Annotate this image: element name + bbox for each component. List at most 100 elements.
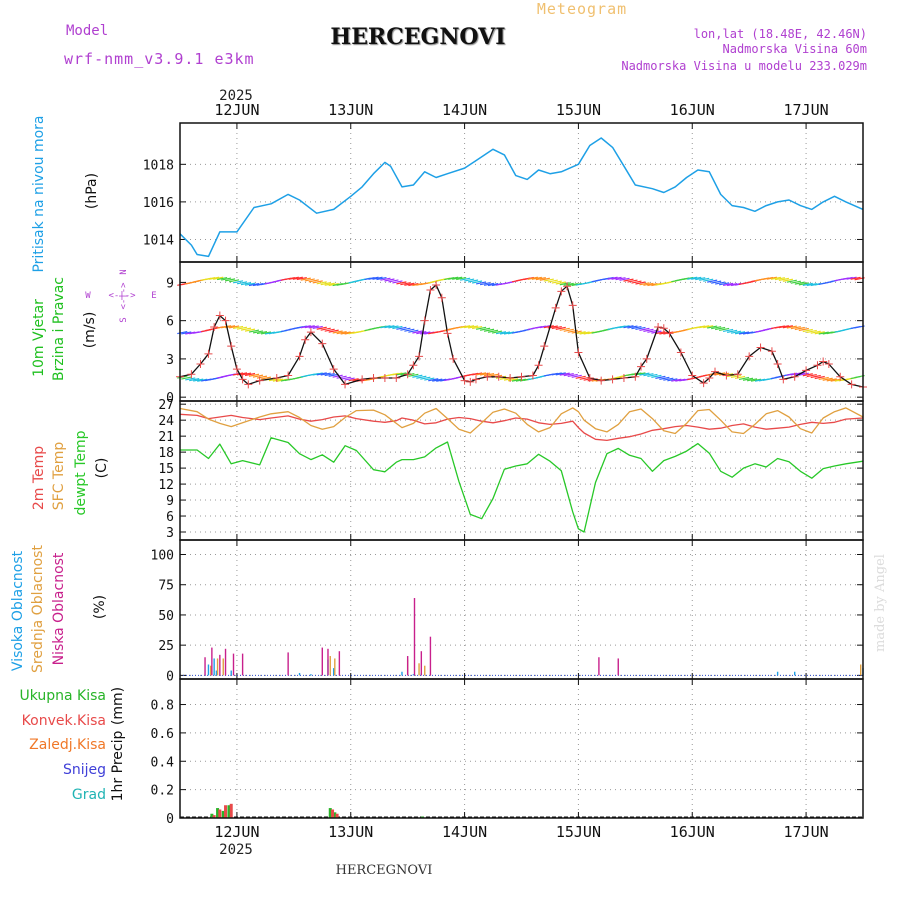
wind-speed-marker	[619, 374, 628, 383]
temp-title-sfc: SFC Temp	[51, 442, 67, 511]
wind-compass: N <-|-> S W <-|-> E	[85, 269, 156, 322]
wind-direction-arrow	[312, 280, 323, 284]
wind-speed-marker	[745, 352, 754, 361]
precip-conv-bar	[218, 809, 222, 818]
wind-direction-arrow	[380, 325, 391, 329]
wind-direction-arrow	[635, 326, 646, 331]
wind-direction-arrow	[487, 373, 499, 377]
wind-direction-arrow	[730, 374, 742, 379]
temperature-ytick-label: 6	[166, 510, 174, 525]
precip-total-bar	[221, 810, 225, 818]
wind-speed-marker	[790, 372, 799, 381]
wind-speed-marker	[306, 328, 315, 337]
wind-speed-marker	[563, 282, 572, 291]
product-label: Meteogram	[537, 0, 627, 18]
wind-direction-arrow	[372, 276, 383, 280]
wind-direction-arrow	[424, 377, 435, 381]
wind-direction-arrow	[782, 325, 793, 329]
precip-total-bar	[227, 805, 231, 818]
wind-direction-arrow	[276, 378, 287, 382]
wind-direction-arrow	[244, 328, 256, 332]
wind-speed-marker	[711, 367, 720, 376]
wind-direction-arrow	[563, 328, 574, 332]
wind-direction-arrow	[575, 375, 586, 379]
wind-direction-arrow	[559, 282, 570, 286]
wind-direction-arrow	[181, 331, 192, 335]
cloud-ytick-label: 100	[151, 549, 174, 564]
wind-direction-arrow	[177, 330, 188, 335]
wind-direction-arrow	[448, 276, 459, 280]
wind-speed-marker	[631, 372, 640, 381]
wind-direction-arrow	[248, 373, 260, 377]
wind-direction-arrow	[663, 377, 674, 381]
wind-speed-marker	[847, 380, 856, 389]
wind-direction-arrow	[746, 378, 758, 382]
wind-direction-arrow	[495, 331, 507, 335]
wind-direction-arrow	[707, 279, 718, 283]
wind-direction-arrow	[631, 280, 642, 284]
x-tick-label-top: 13JUN	[328, 101, 373, 119]
wind-speed-marker	[204, 349, 213, 358]
wind-direction-arrow	[719, 327, 730, 332]
model-label: Model	[66, 23, 108, 39]
wind-direction-arrow	[236, 372, 248, 376]
precip-conv-bar	[212, 815, 216, 818]
wind-direction-arrow	[826, 378, 837, 382]
wind-direction-arrow	[475, 372, 487, 376]
wind-direction-arrow	[432, 378, 443, 382]
wind-direction-arrow	[806, 282, 817, 287]
wind-speed-marker	[551, 303, 560, 312]
wind-speed-marker	[654, 323, 663, 332]
wind-direction-arrow	[699, 277, 710, 281]
cloud-title-low: Niska Oblacnost	[51, 552, 67, 665]
wind-direction-arrow	[252, 374, 264, 378]
year-bottom: 2025	[219, 842, 253, 858]
precip-total-bar	[210, 813, 214, 818]
wind-direction-arrow	[240, 327, 252, 331]
pressure-title: Pritisak na nivou mora	[31, 115, 47, 272]
wind-direction-arrow	[543, 278, 554, 282]
wind-direction-arrow	[483, 373, 495, 377]
wind-speed-marker	[506, 374, 515, 383]
wind-direction-arrow	[452, 276, 463, 280]
wind-direction-arrow	[567, 282, 578, 287]
precip-legend-conv: Konvek.Kisa	[22, 713, 106, 729]
wind-direction-arrow	[316, 281, 327, 285]
wind-speed-marker	[824, 360, 833, 369]
footer-title: HERCEGNOVI	[336, 863, 433, 878]
wind-speed-marker	[187, 370, 196, 379]
wind-direction-arrow	[304, 278, 315, 282]
wind-direction-arrow	[396, 326, 407, 330]
wind-direction-arrow	[790, 372, 801, 376]
pressure-unit: (hPa)	[84, 173, 100, 209]
wind-direction-arrow	[551, 280, 562, 284]
wind-direction-arrow	[324, 282, 335, 286]
wind-unit: (m/s)	[82, 312, 98, 349]
wind-direction-arrow	[244, 372, 256, 377]
plot-area: 1014101610180369369121518212427025507510…	[143, 101, 867, 841]
wind-speed-marker	[295, 352, 304, 361]
wind-direction-arrow	[555, 326, 566, 330]
wind-speed-marker	[705, 374, 714, 383]
wind-direction-arrow	[750, 378, 762, 382]
wind-direction-arrow	[798, 282, 809, 286]
wind-direction-arrow	[738, 331, 750, 335]
wind-direction-arrow	[428, 378, 439, 382]
wind-direction-arrow	[213, 276, 224, 280]
wind-direction-arrow	[559, 372, 570, 376]
x-tick-label-bottom: 13JUN	[328, 823, 373, 841]
wind-direction-arrow	[228, 279, 240, 283]
precip-ytick-label: 0.2	[151, 784, 174, 799]
wind-direction-arrow	[312, 372, 323, 376]
wind-direction-arrow	[695, 277, 706, 281]
wind-speed-marker	[517, 372, 526, 381]
wind-direction-arrow	[392, 325, 403, 330]
wind-direction-arrow	[320, 282, 331, 286]
wind-speed-marker	[471, 375, 480, 384]
wind-direction-arrow	[380, 277, 391, 281]
wind-ytick-label: 6	[166, 315, 174, 330]
wind-direction-arrow	[296, 276, 307, 281]
temperature-ytick-label: 24	[158, 414, 174, 429]
wind-direction-arrow	[464, 325, 475, 329]
